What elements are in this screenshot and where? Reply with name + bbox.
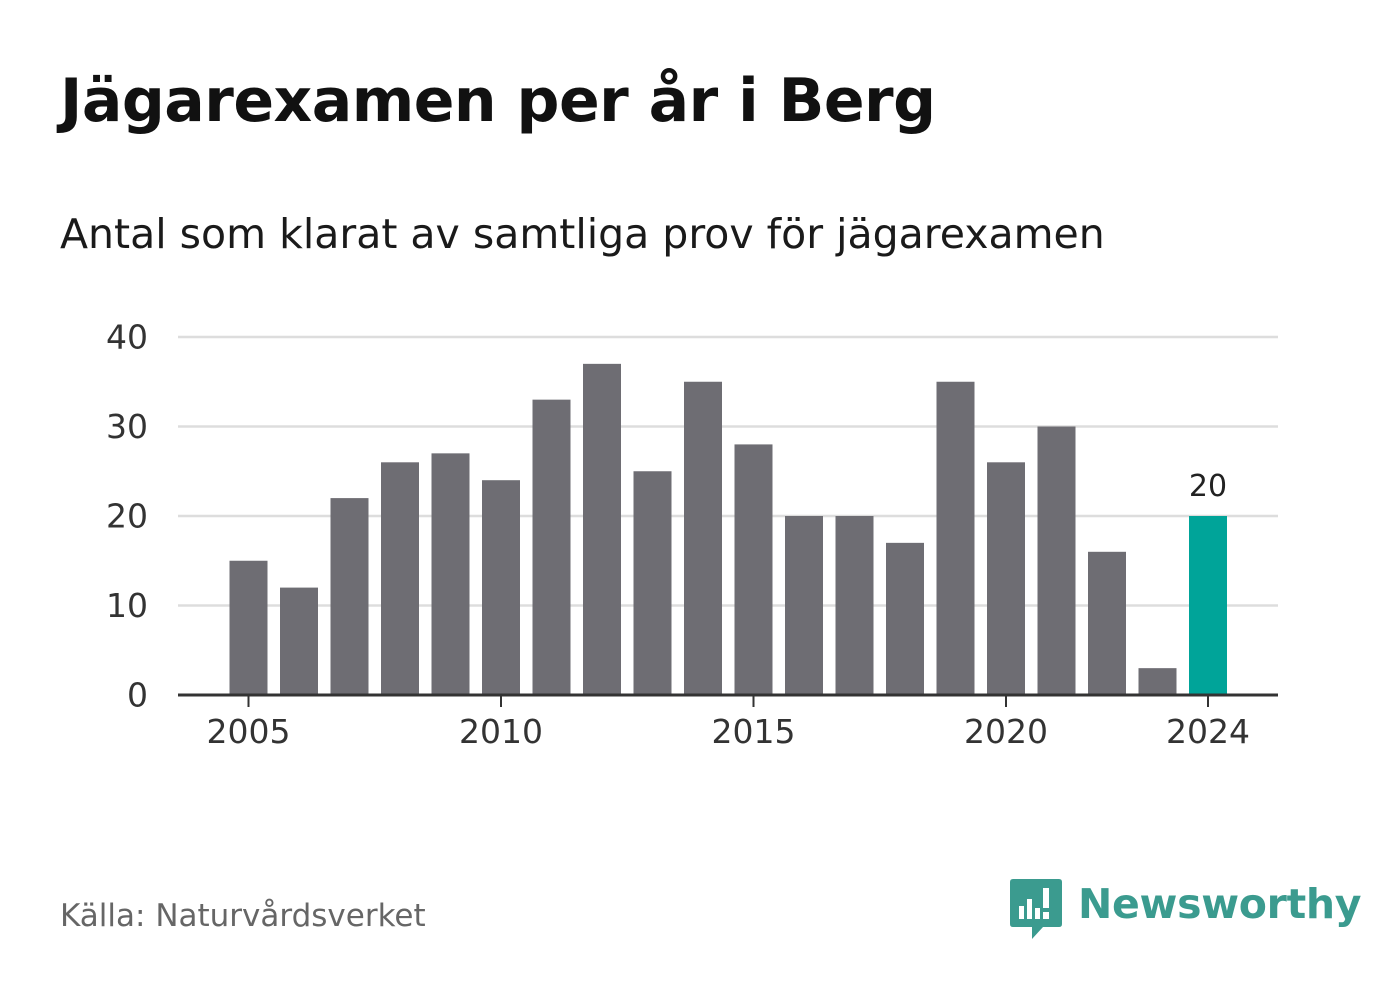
y-tick-label-20: 20 (106, 497, 148, 536)
source-note: Källa: Naturvårdsverket (60, 898, 426, 934)
bars (229, 363, 1227, 695)
brand: Newsworthy (1010, 878, 1361, 942)
brand-name: Newsworthy (1078, 879, 1362, 928)
bar-2024 (1189, 516, 1227, 695)
bar-2009 (431, 453, 470, 695)
bar-2018 (886, 542, 924, 695)
bar-chart: 0 10 20 30 40 2005 2010 2015 2020 2024 20 (106, 318, 1278, 751)
x-axis (178, 693, 1278, 707)
bar-2008 (381, 462, 419, 695)
y-tick-label-10: 10 (106, 586, 148, 625)
y-tick-label-40: 40 (106, 318, 148, 357)
x-tick-label-2024: 2024 (1166, 712, 1250, 751)
bar-2017 (835, 516, 874, 695)
bar-2014 (684, 381, 722, 695)
bar-2020 (987, 462, 1025, 695)
y-axis-labels: 0 10 20 30 40 (106, 318, 148, 715)
bar-2011 (532, 399, 571, 695)
data-labels: 20 (1189, 469, 1227, 504)
bar-2012 (583, 363, 621, 695)
newsworthy-logo-icon (1010, 879, 1062, 939)
bar-2019 (936, 381, 975, 695)
bar-2022 (1088, 551, 1126, 695)
y-tick-label-30: 30 (106, 407, 148, 446)
bar-2006 (280, 587, 318, 695)
chart-title: Jägarexamen per år i Berg (60, 66, 936, 136)
data-label-2024: 20 (1189, 469, 1227, 504)
y-tick-label-0: 0 (127, 676, 148, 715)
x-tick-label-2005: 2005 (207, 712, 291, 751)
x-tick-label-2015: 2015 (712, 712, 796, 751)
bar-2010 (482, 480, 520, 695)
bar-2013 (633, 471, 672, 695)
bar-2023 (1138, 668, 1177, 695)
x-axis-labels: 2005 2010 2015 2020 2024 (207, 712, 1250, 751)
bar-2007 (330, 498, 369, 695)
source-name: Naturvårdsverket (155, 898, 426, 934)
x-tick-label-2020: 2020 (964, 712, 1048, 751)
bar-2015 (734, 444, 773, 695)
source-label: Källa: (60, 898, 146, 934)
bar-2005 (229, 560, 268, 695)
bar-2021 (1037, 426, 1076, 695)
x-tick-label-2010: 2010 (459, 712, 543, 751)
chart-subtitle: Antal som klarat av samtliga prov för jä… (60, 210, 1105, 258)
bar-2016 (785, 516, 823, 695)
